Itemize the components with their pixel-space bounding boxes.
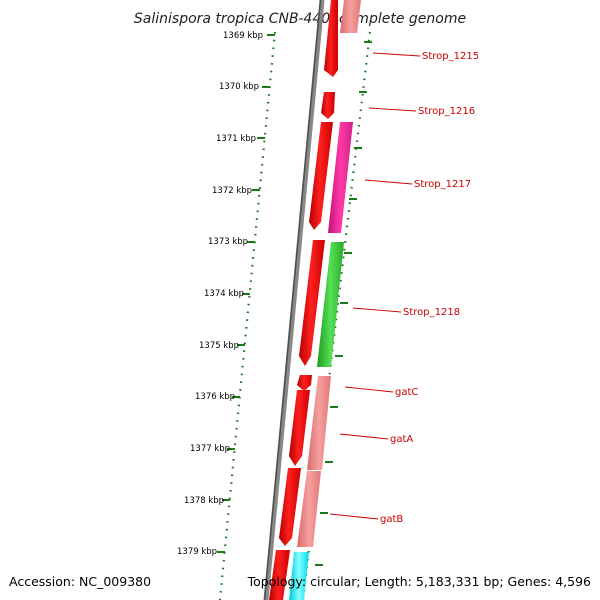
gene-label: gatA	[390, 434, 413, 445]
kbp-label: 1379 kbp	[177, 547, 217, 557]
gene-arrow-next	[269, 550, 290, 600]
gene-label: Strop_1218	[403, 307, 460, 318]
cog-block-magenta	[328, 122, 353, 233]
map-title: Salinispora tropica CNB-440, complete ge…	[134, 11, 466, 27]
kbp-label: 1373 kbp	[208, 237, 248, 247]
kbp-label: 1372 kbp	[212, 186, 252, 196]
cog-block-pink-gatb	[297, 471, 321, 547]
kbp-label: 1374 kbp	[204, 289, 244, 299]
topology-text: Topology: circular; Length: 5,183,331 bp…	[247, 574, 591, 589]
kbp-axis: 1369 kbp 1370 kbp 1371 kbp 1372 kbp 1373…	[177, 31, 275, 557]
gene-arrow-gata	[289, 390, 310, 466]
kbp-label: 1371 kbp	[216, 134, 256, 144]
accession-text: Accession: NC_009380	[9, 574, 151, 589]
cog-block-pink-gata	[307, 376, 331, 470]
kbp-label: 1370 kbp	[219, 82, 259, 92]
gene-arrow-strop-1218	[299, 240, 325, 366]
cog-track-genes	[289, 0, 361, 600]
kbp-label: 1377 kbp	[190, 444, 230, 454]
outer-tick-ring	[218, 31, 277, 600]
gene-label: Strop_1217	[414, 179, 471, 190]
kbp-label: 1369 kbp	[223, 31, 263, 41]
genome-backbone	[263, 0, 325, 600]
gene-arrow-gatb	[279, 468, 301, 546]
cog-block-cyan	[289, 552, 309, 600]
gene-label: gatC	[395, 387, 418, 398]
gene-label: gatB	[380, 514, 403, 525]
kbp-label: 1375 kbp	[199, 341, 239, 351]
gene-label: Strop_1216	[418, 106, 475, 117]
gene-label: Strop_1215	[422, 51, 479, 62]
cog-block-pink-top	[340, 0, 361, 33]
gene-arrow-strop-1215	[324, 0, 338, 77]
gene-arrow-gatc	[297, 375, 312, 391]
gene-arrow-strop-1217	[309, 122, 333, 230]
gene-label-group: Strop_1215 Strop_1216 Strop_1217 Strop_1…	[329, 51, 479, 525]
forward-strand-genes	[269, 0, 338, 600]
kbp-label: 1378 kbp	[184, 496, 224, 506]
kbp-label: 1376 kbp	[195, 392, 235, 402]
gene-arrow-strop-1216	[321, 92, 335, 119]
cog-block-green	[317, 242, 344, 367]
inner-ring-ticks	[315, 41, 372, 566]
